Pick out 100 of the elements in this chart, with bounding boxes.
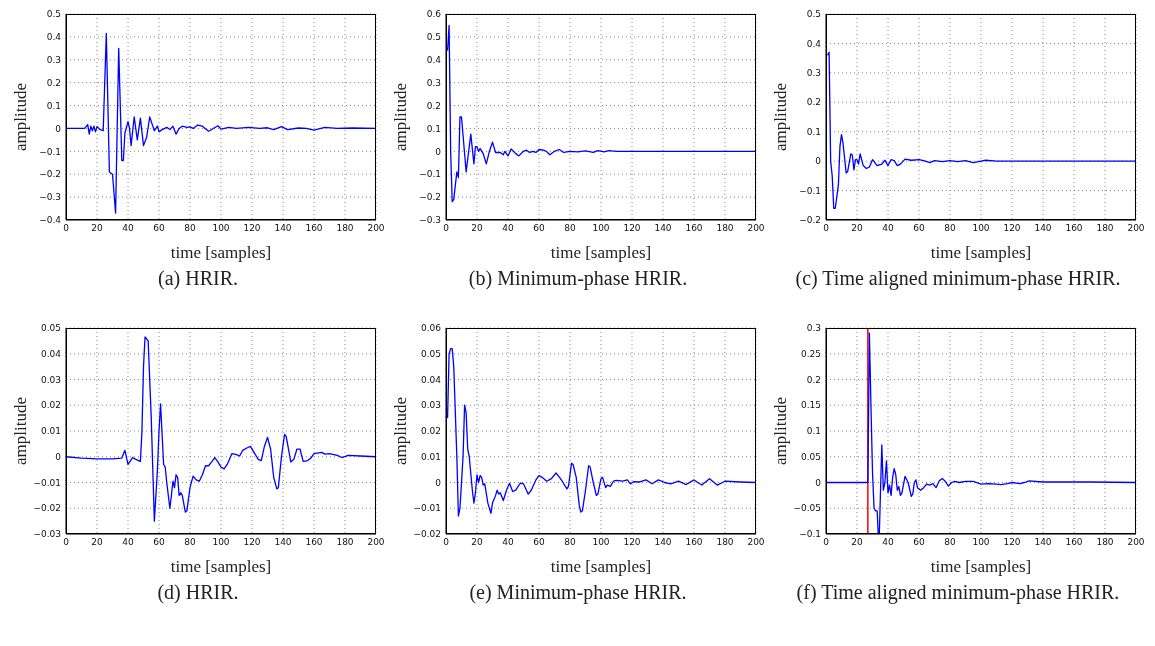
line-series: [446, 347, 756, 517]
y-tick-label: 0.05: [420, 348, 441, 359]
y-tick-label: −0.02: [413, 529, 441, 540]
y-tick-label: 0.15: [800, 400, 821, 411]
y-tick-label: 0.03: [420, 400, 441, 411]
x-tick-label: 0: [823, 223, 830, 234]
y-tick-label: 0.3: [806, 323, 821, 334]
x-axis-title: time [samples]: [170, 243, 272, 262]
y-axis-title: amplitude: [11, 397, 31, 465]
line-series: [66, 32, 376, 214]
y-tick-label: 0.5: [46, 9, 61, 20]
x-tick-label: 0: [823, 537, 830, 548]
y-axis-title: amplitude: [771, 83, 791, 151]
x-tick-label: 20: [851, 537, 863, 548]
y-tick-label: −0.1: [39, 146, 61, 157]
y-tick-label: 0.04: [40, 348, 62, 359]
y-tick-label: −0.4: [39, 215, 62, 226]
x-tick-label: 200: [367, 223, 385, 234]
y-tick-label: 0.01: [420, 451, 441, 462]
y-tick-label: 0.4: [46, 32, 62, 43]
x-tick-label: 120: [243, 537, 261, 548]
y-tick-label: 0.3: [426, 77, 441, 88]
y-tick-label: 0: [55, 123, 62, 134]
x-tick-label: 80: [944, 537, 956, 548]
x-tick-label: 40: [882, 537, 894, 548]
x-tick-label: 140: [654, 223, 672, 234]
x-tick-label: 200: [367, 537, 385, 548]
x-tick-label: 140: [274, 223, 292, 234]
y-tick-label: −0.01: [33, 477, 61, 488]
x-tick-label: 120: [243, 223, 261, 234]
x-tick-label: 40: [502, 537, 514, 548]
x-tick-label: 160: [685, 223, 703, 234]
y-tick-label: 0: [815, 156, 822, 167]
x-tick-label: 20: [851, 223, 863, 234]
line-series: [446, 24, 756, 203]
x-tick-label: 180: [716, 223, 734, 234]
y-tick-label: 0.05: [40, 323, 61, 334]
x-tick-label: 160: [685, 537, 703, 548]
y-tick-label: 0.03: [40, 374, 61, 385]
x-tick-label: 80: [184, 223, 196, 234]
x-tick-label: 160: [1065, 223, 1083, 234]
x-tick-label: 140: [1034, 223, 1052, 234]
y-axis-title: amplitude: [391, 397, 411, 465]
y-tick-label: 0.06: [420, 323, 442, 334]
y-tick-label: −0.2: [799, 215, 821, 226]
x-tick-label: 40: [502, 223, 514, 234]
x-tick-label: 200: [1127, 537, 1145, 548]
x-tick-label: 80: [564, 223, 576, 234]
y-axis-title: amplitude: [11, 83, 31, 151]
x-tick-label: 20: [471, 223, 483, 234]
y-tick-label: 0.2: [426, 100, 441, 111]
x-tick-label: 120: [1003, 537, 1021, 548]
y-tick-label: 0.3: [806, 68, 821, 79]
x-tick-label: 40: [882, 223, 894, 234]
y-tick-label: 0: [55, 451, 62, 462]
text: (c) Time aligned minimum-phase HRIR.: [794, 266, 1122, 290]
line-series: [66, 336, 376, 522]
x-tick-label: 180: [1096, 537, 1114, 548]
x-tick-label: 20: [91, 537, 103, 548]
x-axis-title: time [samples]: [550, 243, 652, 262]
x-tick-label: 60: [533, 223, 545, 234]
x-axis-title: time [samples]: [930, 243, 1032, 262]
y-tick-label: −0.3: [39, 192, 61, 203]
y-tick-label: −0.1: [419, 169, 441, 180]
x-tick-label: 0: [443, 223, 450, 234]
y-tick-label: 0.3: [46, 54, 61, 65]
x-tick-label: 160: [1065, 537, 1083, 548]
y-tick-label: 0.6: [426, 9, 442, 20]
x-tick-label: 100: [212, 537, 230, 548]
y-tick-label: 0.5: [806, 9, 821, 20]
x-tick-label: 180: [336, 223, 354, 234]
x-tick-label: 80: [184, 537, 196, 548]
x-tick-label: 120: [623, 537, 641, 548]
x-tick-label: 20: [471, 537, 483, 548]
y-tick-label: 0.1: [426, 123, 441, 134]
y-tick-label: 0.4: [426, 54, 442, 65]
x-axis-title: time [samples]: [170, 557, 272, 576]
y-tick-label: −0.01: [413, 503, 441, 514]
y-tick-label: 0.1: [806, 126, 821, 137]
text: (f) Time aligned minimum-phase HRIR.: [795, 580, 1121, 604]
x-tick-label: 100: [592, 223, 610, 234]
x-tick-label: 60: [533, 537, 545, 548]
y-tick-label: 0.05: [800, 451, 821, 462]
x-tick-label: 80: [564, 537, 576, 548]
y-tick-label: 0: [815, 477, 822, 488]
y-tick-label: 0.2: [806, 374, 821, 385]
text: (e) Minimum-phase HRIR.: [468, 580, 688, 604]
x-tick-label: 140: [1034, 537, 1052, 548]
y-tick-label: −0.05: [793, 503, 821, 514]
text: (a) HRIR.: [157, 266, 239, 290]
x-tick-label: 120: [623, 223, 641, 234]
line-series: [826, 51, 1136, 209]
x-tick-label: 180: [1096, 223, 1114, 234]
x-tick-label: 60: [153, 223, 165, 234]
x-tick-label: 100: [592, 537, 610, 548]
y-tick-label: 0.2: [46, 77, 61, 88]
x-tick-label: 80: [944, 223, 956, 234]
y-tick-label: 0.2: [806, 97, 821, 108]
y-tick-label: −0.3: [419, 215, 441, 226]
x-tick-label: 40: [122, 537, 134, 548]
